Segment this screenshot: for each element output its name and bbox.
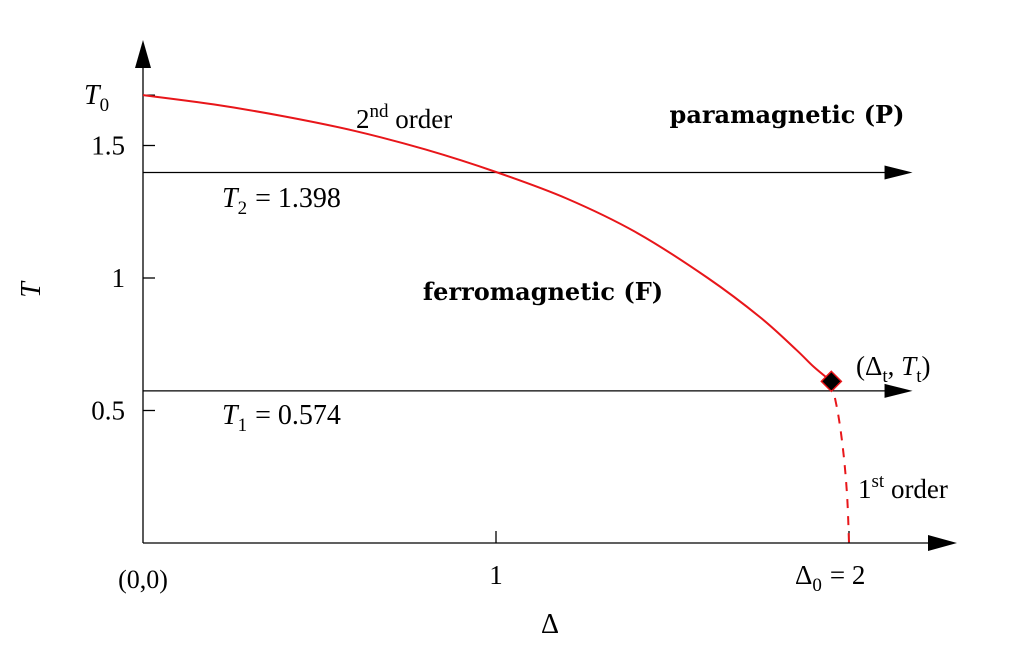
x-axis-arrow-icon [928,535,957,551]
y-tick-label-0: 0.5 [91,396,125,426]
hline-t1-label: T1 = 0.574 [222,400,341,436]
x-tick-delta0-rest: = 2 [830,560,865,590]
ferromagnetic-label: ferromagnetic (F) [423,277,663,306]
y-axis-label: T [16,280,47,298]
tricritical-d-main: Δ [865,351,882,381]
x-tick-label-delta0: Δ0 = 2 [795,560,865,596]
first-order-sup: st [872,471,885,492]
hline-t2-sub: 2 [238,198,248,219]
tricritical-open: ( [856,351,865,381]
tricritical-d-sub: t [882,366,888,387]
series-line-solid [142,94,832,383]
tricritical-label: (Δt, Tt) [856,351,930,387]
y-top-label-sub: 0 [100,95,110,116]
first-order-rest: order [884,474,948,504]
y-axis-arrow-icon [135,40,151,68]
second-order-sup: nd [370,101,390,122]
second-order-base: 2 [356,104,370,134]
y-top-label-main: T [84,80,102,111]
tricritical-point [820,370,843,393]
y-top-label: T0 [84,80,109,116]
hline-t1-sub: 1 [238,415,248,436]
hline-t2-label: T2 = 1.398 [222,183,341,219]
y-tick-label-2: 1.5 [91,131,125,161]
tricritical-t-main: T [901,351,918,381]
y-tick-label-1: 1 [112,263,126,293]
x-tick-delta0-sub: 0 [812,575,822,596]
hline-arrow-icon-1 [884,383,913,398]
series-line-dashed [830,381,850,544]
first-order-base: 1 [858,474,872,504]
tricritical-close: ) [921,351,930,381]
second-order-label: 2nd order [356,101,452,134]
hline-t2-main: T [222,183,240,214]
second-order-rest: order [389,104,453,134]
x-tick-label-0: 1 [489,560,503,590]
x-tick-delta0-main: Δ [795,560,812,590]
tricritical-t-sub: t [916,366,922,387]
x-axis-label: Δ [541,609,559,640]
hline-t1-rest: = 0.574 [255,400,341,431]
paramagnetic-label: paramagnetic (P) [670,100,905,129]
tricritical-comma: , [888,351,902,381]
origin-label: (0,0) [118,565,168,594]
hline-t1-main: T [222,400,240,431]
hline-arrow-icon-0 [884,165,913,180]
first-order-label: 1st order [858,471,948,504]
hline-t2-rest: = 1.398 [255,183,341,214]
